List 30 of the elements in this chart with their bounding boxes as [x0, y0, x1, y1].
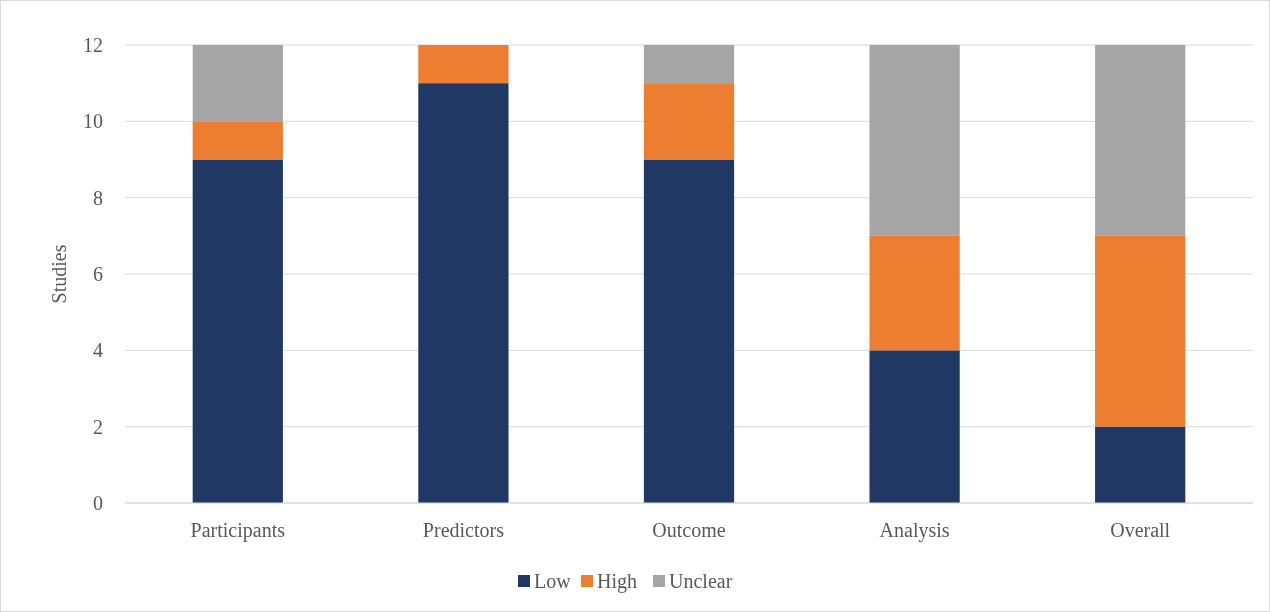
y-axis-title: Studies: [48, 244, 70, 304]
bar: [1095, 235, 1186, 427]
bar: [643, 45, 735, 84]
bar: [1095, 426, 1186, 503]
bar: [192, 159, 283, 503]
bar: [869, 45, 960, 236]
x-tick-label: Analysis: [879, 519, 950, 542]
bar: [418, 45, 509, 84]
bar: [192, 121, 283, 160]
bar: [643, 159, 735, 503]
bar: [869, 235, 960, 351]
bar: [1095, 45, 1186, 236]
x-tick-label: Participants: [190, 519, 286, 542]
y-tick-label: 6: [93, 263, 103, 285]
bar: [192, 45, 283, 122]
y-tick-label: 4: [93, 339, 103, 362]
legend-label: Unclear: [669, 570, 733, 592]
legend-label: Low: [534, 570, 572, 592]
bar: [418, 83, 509, 503]
bar: [869, 350, 960, 503]
x-tick-label: Outcome: [652, 519, 726, 541]
x-tick-label: Overall: [1110, 519, 1171, 541]
y-tick-label: 10: [83, 110, 103, 133]
bar: [643, 83, 735, 160]
legend-label: High: [597, 570, 637, 593]
y-tick-label: 2: [93, 415, 103, 438]
x-tick-label: Predictors: [422, 519, 505, 541]
y-tick-label: 0: [93, 492, 103, 514]
y-tick-label: 8: [93, 186, 103, 209]
y-tick-label: 12: [83, 34, 103, 56]
